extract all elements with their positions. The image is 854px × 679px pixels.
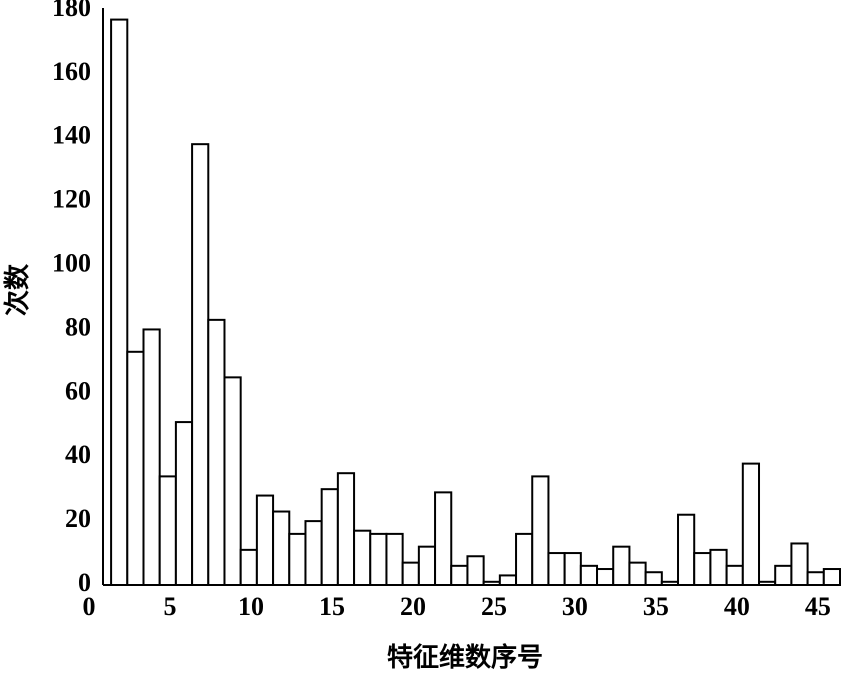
bar: [515, 532, 534, 587]
x-tick-label: 5: [163, 592, 176, 621]
x-tick-label: 10: [238, 592, 264, 621]
bar: [353, 529, 372, 587]
bar: [709, 548, 728, 586]
y-tick-label: 140: [52, 121, 91, 150]
bar: [547, 552, 566, 586]
bar: [320, 488, 339, 586]
bar: [385, 532, 404, 587]
bar: [369, 532, 388, 587]
bar: [466, 555, 485, 586]
bar: [774, 564, 793, 586]
x-tick-label: 0: [83, 592, 96, 621]
bar: [563, 552, 582, 586]
bar: [239, 548, 258, 586]
y-axis-label: 次数: [3, 263, 32, 316]
x-tick-label: 45: [805, 592, 831, 621]
bar: [498, 574, 518, 587]
x-tick-label: 20: [400, 592, 426, 621]
y-tick-label: 80: [65, 312, 91, 341]
bar: [628, 561, 647, 587]
bar: [531, 475, 550, 586]
y-tick-label: 60: [65, 376, 91, 405]
bar: [644, 571, 663, 587]
y-tick-label: 120: [52, 185, 91, 214]
x-tick-label: 30: [562, 592, 588, 621]
y-tick-label: 20: [65, 504, 91, 533]
bar: [417, 545, 437, 587]
bar: [579, 564, 599, 586]
bar: [741, 462, 761, 586]
x-tick-label: 25: [481, 592, 507, 621]
bar: [255, 494, 275, 586]
y-tick-label: 160: [52, 57, 91, 86]
bar: [401, 561, 420, 587]
bar: [304, 520, 323, 586]
y-tick-label: 100: [52, 249, 91, 278]
y-tick-label: 0: [78, 568, 91, 597]
bar: [110, 18, 129, 587]
bar: [272, 510, 291, 586]
bar: [158, 475, 177, 586]
y-tick-label: 180: [52, 0, 91, 22]
y-tick-label: 40: [65, 440, 91, 469]
bar: [434, 491, 453, 586]
bar: [725, 564, 744, 586]
bar: [142, 328, 161, 587]
bar: [822, 568, 841, 586]
x-tick-label: 15: [319, 592, 345, 621]
bar: [191, 143, 210, 587]
bar: [806, 571, 825, 587]
bar: [596, 568, 615, 586]
x-tick-label: 40: [724, 592, 750, 621]
x-axis-label: 特征维数序号: [387, 642, 543, 672]
bar: [174, 421, 194, 587]
bar: [126, 350, 145, 586]
bar: [790, 542, 809, 587]
bar: [288, 532, 307, 587]
bar: [207, 318, 226, 586]
bar: [677, 513, 696, 587]
bar: [450, 564, 469, 586]
bar: [336, 472, 356, 587]
x-tick-label: 35: [643, 592, 669, 621]
bar: [223, 376, 242, 586]
bar: [693, 552, 712, 586]
bar: [612, 545, 631, 587]
